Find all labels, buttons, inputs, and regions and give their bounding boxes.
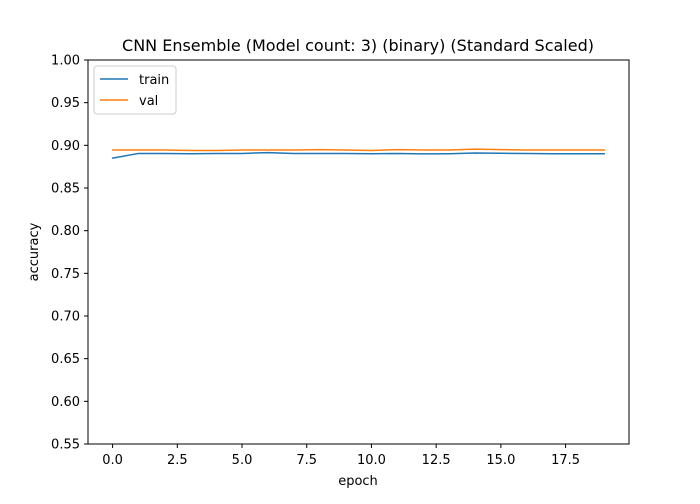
- y-tick-label: 0.85: [51, 182, 80, 197]
- y-axis-label: accuracy: [27, 222, 42, 281]
- x-tick-label: 7.5: [296, 453, 317, 468]
- x-axis-label: epoch: [338, 474, 378, 489]
- x-tick-label: 0.0: [102, 453, 123, 468]
- x-tick-label: 12.5: [422, 453, 451, 468]
- chart-title: CNN Ensemble (Model count: 3) (binary) (…: [122, 36, 594, 55]
- series-line-train: [111, 151, 606, 159]
- y-tick-label: 0.95: [51, 96, 80, 111]
- y-tick-label: 0.90: [51, 139, 80, 154]
- y-tick-label: 0.80: [51, 224, 80, 239]
- x-tick-label: 10.0: [357, 453, 386, 468]
- legend-val-label: val: [139, 94, 158, 109]
- x-tick-label: 17.5: [551, 453, 580, 468]
- y-tick-label: 1.00: [51, 54, 80, 69]
- legend-box: [93, 65, 177, 115]
- y-tick-label: 0.70: [51, 310, 80, 325]
- legend-train-label: train: [139, 73, 169, 88]
- x-tick-label: 15.0: [486, 453, 515, 468]
- plot-area-frame: [87, 59, 630, 445]
- y-tick-label: 0.60: [51, 395, 80, 410]
- series-line-val: [111, 148, 606, 152]
- y-axis-ticks: 0.55 0.60 0.65 0.70 0.75 0.80 0.85 0.90 0.95 1.00: [51, 54, 88, 453]
- x-tick-label: 5.0: [232, 453, 253, 468]
- legend: train val: [93, 65, 177, 115]
- y-tick-label: 0.65: [51, 352, 80, 367]
- x-tick-label: 2.5: [167, 453, 188, 468]
- x-axis-ticks: 0.0 2.5 5.0 7.5 10.0 12.5 15.0 17.5: [102, 444, 580, 468]
- y-tick-label: 0.75: [51, 267, 80, 282]
- y-tick-label: 0.55: [51, 438, 80, 453]
- series-layer: [111, 148, 606, 159]
